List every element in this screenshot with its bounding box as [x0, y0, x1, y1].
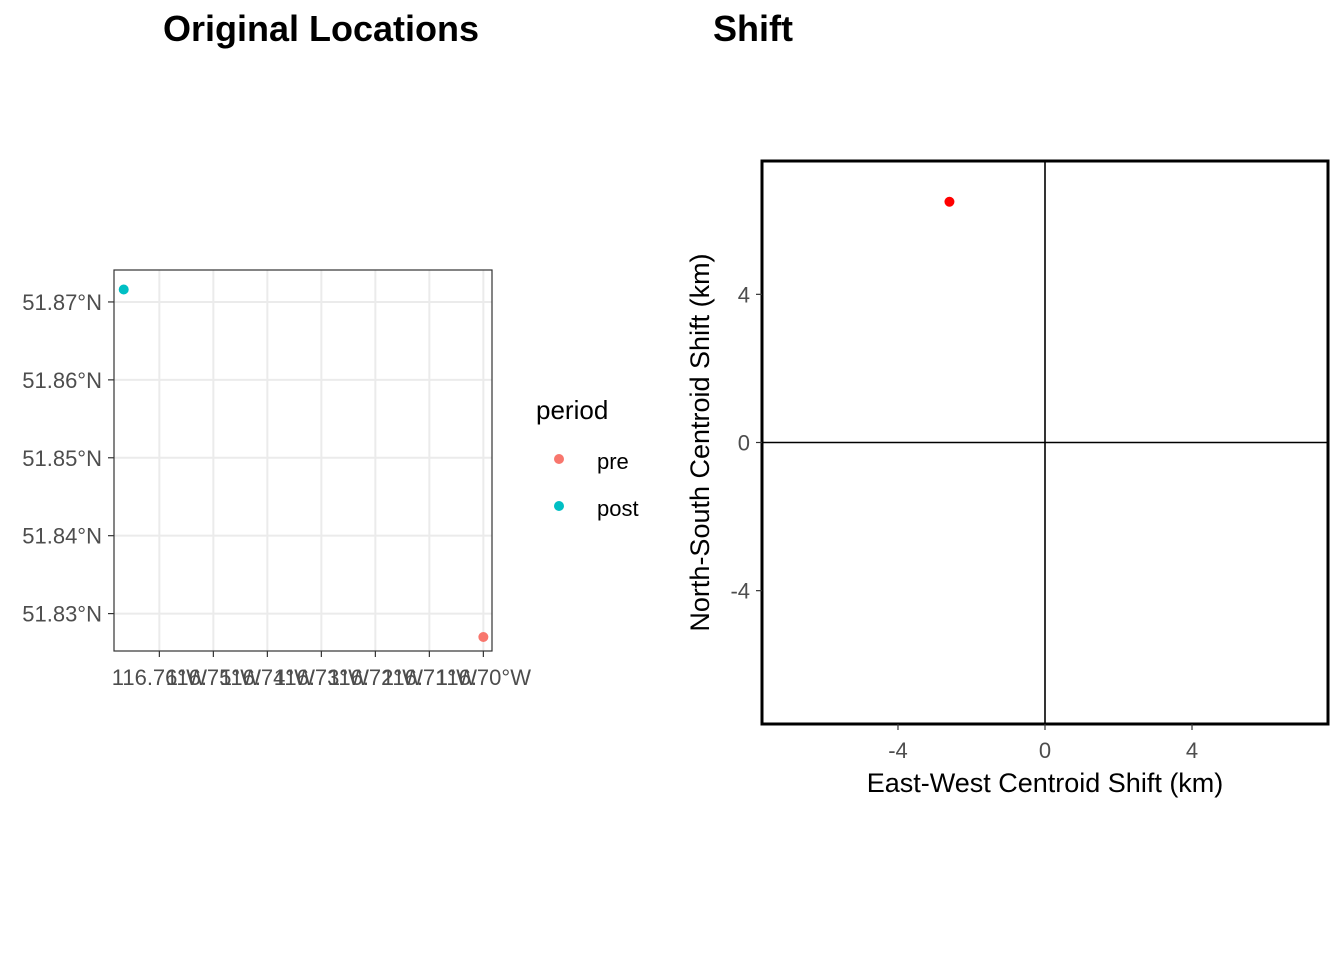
chart-title-original-locations: Original Locations	[163, 8, 480, 49]
data-point-post	[118, 284, 129, 295]
chart-title-shift: Shift	[713, 8, 793, 49]
x-tick-label: 116.76°W	[112, 665, 207, 690]
legend-title: period	[536, 395, 608, 425]
x-tick-label: 116.70°W	[436, 665, 531, 690]
y-tick-label: 51.83°N	[22, 602, 102, 627]
y-tick-label: 51.87°N	[22, 290, 102, 315]
x-tick-label: 116.71°W	[382, 665, 477, 690]
panel-border	[113, 269, 493, 652]
x-tick-label: 0	[1039, 738, 1051, 763]
x-tick-label: 116.73°W	[274, 665, 369, 690]
y-tick-label: -4	[730, 579, 750, 604]
x-axis-title: East-West Centroid Shift (km)	[867, 768, 1224, 798]
legend-label-post: post	[597, 496, 639, 521]
y-tick-label: 51.85°N	[22, 446, 102, 471]
y-tick-label: 0	[738, 431, 750, 456]
y-tick-label: 51.86°N	[22, 368, 102, 393]
y-tick-label: 51.84°N	[22, 524, 102, 549]
x-tick-label: 4	[1186, 738, 1198, 763]
legend-key-post	[554, 501, 564, 511]
y-tick-label: 4	[738, 282, 750, 307]
y-axis-title: North-South Centroid Shift (km)	[685, 253, 715, 631]
legend-key-pre	[554, 454, 564, 464]
legend-label-pre: pre	[597, 449, 629, 474]
x-tick-label: 116.72°W	[328, 665, 423, 690]
panel-background	[114, 270, 492, 651]
data-point-pre	[478, 631, 489, 642]
x-tick-label: 116.75°W	[166, 665, 261, 690]
x-tick-label: 116.74°W	[220, 665, 315, 690]
x-tick-label: -4	[888, 738, 908, 763]
shift-data-point	[944, 196, 955, 207]
